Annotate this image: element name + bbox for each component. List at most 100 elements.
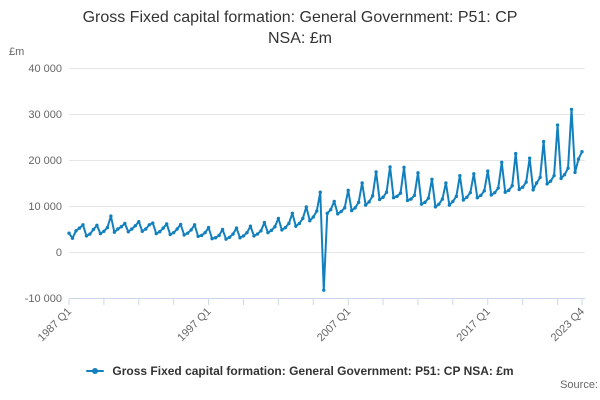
data-point[interactable]	[273, 225, 277, 229]
data-point[interactable]	[227, 235, 232, 239]
data-point[interactable]	[370, 194, 375, 198]
data-point[interactable]	[493, 190, 497, 195]
data-point[interactable]	[137, 219, 141, 224]
data-point[interactable]	[384, 190, 389, 194]
data-point[interactable]	[119, 225, 124, 229]
data-point[interactable]	[566, 166, 570, 170]
data-point[interactable]	[182, 233, 186, 237]
data-point[interactable]	[206, 225, 211, 230]
data-point[interactable]	[454, 194, 459, 199]
data-point[interactable]	[524, 180, 528, 184]
data-point[interactable]	[562, 173, 567, 177]
data-point[interactable]	[151, 221, 155, 225]
data-point[interactable]	[105, 225, 110, 230]
data-point[interactable]	[503, 190, 507, 194]
data-point[interactable]	[248, 224, 253, 228]
data-point[interactable]	[513, 151, 518, 156]
data-point[interactable]	[576, 157, 581, 161]
data-point[interactable]	[402, 165, 406, 170]
data-point[interactable]	[301, 216, 305, 221]
data-point[interactable]	[276, 216, 281, 221]
data-point[interactable]	[391, 196, 396, 200]
data-point[interactable]	[336, 212, 340, 216]
data-point[interactable]	[126, 230, 131, 234]
data-point[interactable]	[189, 228, 193, 232]
data-point[interactable]	[507, 188, 511, 193]
data-point[interactable]	[116, 227, 120, 231]
data-point[interactable]	[440, 197, 445, 201]
data-point[interactable]	[238, 236, 242, 240]
data-point[interactable]	[388, 165, 392, 169]
data-point[interactable]	[569, 107, 574, 112]
data-point[interactable]	[203, 230, 207, 235]
data-point[interactable]	[534, 181, 539, 185]
data-point[interactable]	[423, 200, 427, 205]
data-point[interactable]	[255, 232, 260, 236]
data-point[interactable]	[520, 185, 525, 189]
data-point[interactable]	[412, 193, 417, 198]
data-point[interactable]	[158, 230, 162, 234]
data-point[interactable]	[95, 223, 99, 228]
data-point[interactable]	[374, 170, 378, 174]
data-point[interactable]	[377, 197, 382, 202]
data-point[interactable]	[308, 219, 312, 223]
data-point[interactable]	[405, 198, 410, 203]
data-point[interactable]	[531, 188, 535, 192]
data-point[interactable]	[475, 196, 480, 200]
data-point[interactable]	[458, 173, 462, 178]
data-point[interactable]	[84, 234, 89, 238]
legend-item[interactable]: Gross Fixed capital formation: General G…	[86, 364, 514, 378]
data-point[interactable]	[140, 229, 144, 233]
data-point[interactable]	[196, 234, 200, 239]
data-point[interactable]	[91, 227, 96, 232]
data-point[interactable]	[130, 227, 134, 231]
data-point[interactable]	[283, 225, 288, 230]
data-point[interactable]	[472, 172, 476, 176]
data-point[interactable]	[426, 196, 431, 200]
data-point[interactable]	[322, 288, 326, 292]
data-point[interactable]	[580, 150, 584, 154]
data-point[interactable]	[102, 229, 106, 233]
data-point[interactable]	[262, 220, 267, 225]
data-point[interactable]	[161, 226, 165, 230]
data-point[interactable]	[325, 211, 329, 216]
data-point[interactable]	[175, 227, 179, 231]
data-point[interactable]	[349, 208, 354, 213]
data-point[interactable]	[367, 200, 371, 204]
data-point[interactable]	[67, 231, 71, 235]
data-point[interactable]	[552, 173, 556, 178]
data-point[interactable]	[381, 195, 385, 199]
data-point[interactable]	[342, 206, 347, 210]
data-point[interactable]	[482, 189, 486, 193]
data-point[interactable]	[430, 177, 434, 182]
data-point[interactable]	[541, 139, 546, 144]
data-point[interactable]	[409, 197, 413, 201]
data-point[interactable]	[555, 123, 560, 127]
data-point[interactable]	[287, 221, 291, 226]
data-point[interactable]	[280, 228, 284, 232]
data-point[interactable]	[165, 222, 169, 226]
data-point[interactable]	[419, 202, 424, 206]
data-point[interactable]	[353, 206, 357, 210]
data-point[interactable]	[269, 228, 274, 233]
data-point[interactable]	[185, 231, 190, 235]
data-point[interactable]	[224, 237, 228, 241]
data-point[interactable]	[234, 226, 239, 230]
data-point[interactable]	[178, 222, 183, 227]
data-point[interactable]	[220, 227, 225, 232]
data-point[interactable]	[266, 230, 270, 235]
data-point[interactable]	[360, 181, 364, 185]
data-point[interactable]	[363, 203, 368, 207]
data-point[interactable]	[213, 236, 218, 240]
data-point[interactable]	[109, 214, 113, 218]
data-point[interactable]	[231, 232, 235, 236]
data-point[interactable]	[461, 198, 466, 202]
data-point[interactable]	[77, 226, 82, 230]
data-point[interactable]	[241, 234, 246, 238]
data-point[interactable]	[252, 234, 256, 238]
data-point[interactable]	[538, 175, 542, 180]
data-point[interactable]	[123, 221, 127, 226]
data-point[interactable]	[133, 224, 138, 228]
data-point[interactable]	[527, 156, 532, 160]
data-point[interactable]	[451, 199, 455, 204]
